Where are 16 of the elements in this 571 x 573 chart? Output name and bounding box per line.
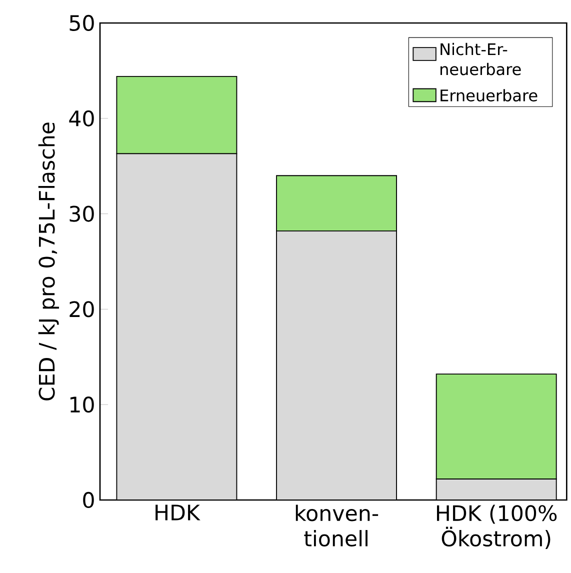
y-tick-label: 50 xyxy=(70,14,94,32)
y-tick-label: 20 xyxy=(70,301,94,318)
bar xyxy=(116,154,237,500)
y-axis-title: CED / kJ pro 0,75L-Flasche xyxy=(38,122,59,400)
bar xyxy=(276,175,398,232)
legend-label: Nicht-Er-neuerbare xyxy=(440,42,521,76)
bar xyxy=(436,478,557,500)
y-tick-label: 40 xyxy=(69,110,94,126)
y-tick-label: 0 xyxy=(83,492,94,508)
y-tick-label: 10 xyxy=(70,396,94,413)
x-tick-label: HDK (100% Ökostrom) xyxy=(437,504,557,550)
legend-label: Erneuerbare xyxy=(440,89,538,102)
x-tick-label: HDK xyxy=(156,504,200,520)
bar xyxy=(276,230,397,500)
x-tick-label: konven-tionell xyxy=(296,504,378,547)
y-tick-label: 30 xyxy=(70,206,94,222)
